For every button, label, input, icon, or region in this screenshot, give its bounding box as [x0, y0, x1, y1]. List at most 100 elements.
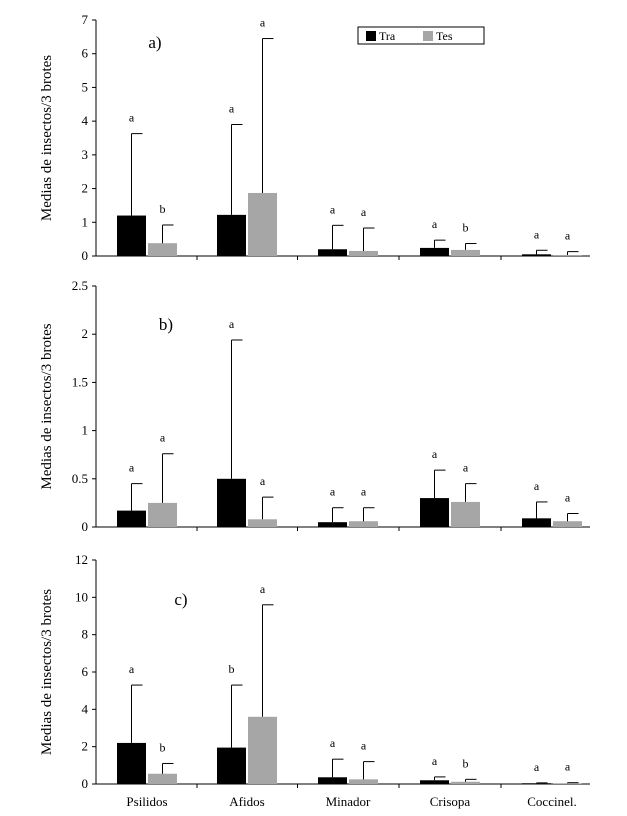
bar-tra: [117, 215, 146, 256]
significance-letter: a: [565, 229, 571, 243]
significance-letter: a: [260, 474, 266, 488]
panel-a: 0 1 2 3 4 5 6 7 Medias de insectos/3 brotes a) a a a…: [39, 12, 590, 263]
y-tick-label: 5: [82, 79, 89, 94]
legend-swatch-tra: [366, 31, 376, 41]
significance-letter: b: [160, 740, 166, 754]
y-tick-label: 6: [82, 664, 89, 679]
y-tick-label: 2: [82, 739, 89, 754]
bar-tes: [248, 192, 277, 256]
significance-letter: a: [463, 461, 469, 475]
y-axis-title: Medias de insectos/3 brotes: [39, 589, 55, 755]
y-tick-label: 2.5: [72, 278, 88, 293]
legend-box: [357, 26, 485, 45]
legend-swatch-tes: [423, 31, 433, 41]
significance-letter: a: [229, 102, 235, 116]
bar-tra: [217, 747, 246, 784]
bar-tes: [248, 716, 277, 784]
significance-letter: a: [361, 205, 367, 219]
significance-letter: a: [565, 491, 571, 505]
y-tick-label: 0: [82, 776, 89, 791]
bar-tes: [451, 501, 480, 527]
panel-label: b): [159, 315, 173, 334]
bar-tra: [318, 522, 347, 527]
bar-tes: [451, 249, 480, 256]
y-tick-label: 1: [82, 423, 89, 438]
bar-tra: [318, 777, 347, 784]
significance-letter: a: [534, 227, 540, 241]
bar-tra: [522, 783, 551, 784]
significance-letter: a: [129, 461, 135, 475]
significance-letter: a: [565, 760, 571, 774]
bar-tes: [451, 781, 480, 784]
y-tick-label: 4: [82, 113, 89, 128]
x-tick-label: Minador: [326, 794, 371, 809]
panel-label: a): [148, 33, 161, 52]
bar-tes: [553, 521, 582, 527]
bar-tra: [117, 510, 146, 527]
significance-letter: a: [260, 582, 266, 596]
bar-tes: [349, 250, 378, 256]
bar-tes: [349, 779, 378, 784]
significance-letter: b: [463, 221, 469, 235]
y-tick-label: 1.5: [72, 374, 88, 389]
y-tick-label: 0: [82, 248, 89, 263]
y-tick-label: 3: [82, 147, 89, 162]
y-tick-label: 6: [82, 46, 89, 61]
bar-tes: [148, 243, 177, 256]
significance-letter: a: [432, 447, 438, 461]
y-tick-label: 4: [82, 701, 89, 716]
bar-tra: [420, 247, 449, 256]
x-tick-label: Afidos: [229, 794, 264, 809]
bar-tra: [318, 249, 347, 256]
y-tick-label: 1: [82, 214, 89, 229]
significance-letter: a: [361, 485, 367, 499]
bar-tes: [248, 519, 277, 527]
panel-c: 0 2 4 6 8 10 12 Medias de insectos/3 brotes c) a b…: [39, 552, 590, 809]
panel-label: c): [174, 590, 187, 609]
y-tick-label: 2: [82, 326, 89, 341]
legend: Tra Tes: [357, 26, 485, 45]
significance-letter: a: [129, 111, 135, 125]
y-axis-title: Medias de insectos/3 brotes: [39, 55, 55, 221]
bar-tes: [553, 254, 582, 256]
bar-tra: [522, 254, 551, 256]
significance-letter: b: [160, 202, 166, 216]
y-tick-label: 12: [75, 552, 88, 567]
x-tick-label: Coccinel.: [527, 794, 576, 809]
significance-letter: a: [229, 317, 235, 331]
y-axis-title: Medias de insectos/3 brotes: [39, 323, 55, 489]
bar-tes: [349, 521, 378, 527]
bar-tra: [217, 478, 246, 527]
significance-letter: a: [432, 217, 438, 231]
bar-tra: [117, 742, 146, 784]
significance-letter: a: [534, 760, 540, 774]
bar-tes: [148, 773, 177, 784]
bar-tra: [522, 518, 551, 527]
bar-tra: [420, 780, 449, 784]
significance-letter: a: [129, 662, 135, 676]
significance-letter: a: [160, 431, 166, 445]
y-tick-label: 10: [75, 589, 88, 604]
legend-label-tra: Tra: [379, 29, 396, 43]
significance-letter: a: [260, 16, 266, 30]
significance-letter: a: [330, 485, 336, 499]
y-tick-label: 7: [82, 12, 89, 27]
significance-letter: a: [361, 739, 367, 753]
significance-letter: a: [534, 479, 540, 493]
significance-letter: a: [432, 754, 438, 768]
legend-label-tes: Tes: [436, 29, 453, 43]
bar-tes: [553, 783, 582, 784]
x-tick-label: Crisopa: [430, 794, 471, 809]
y-tick-label: 8: [82, 627, 89, 642]
significance-letter: b: [463, 756, 469, 770]
panel-b: 0 0.5 1 1.5 2 2.5 Medias de insectos/3 brotes b…: [39, 278, 590, 534]
bar-tes: [148, 502, 177, 527]
y-tick-label: 2: [82, 181, 89, 196]
x-tick-label: Psilidos: [126, 794, 167, 809]
bar-tra: [217, 214, 246, 256]
significance-letter: a: [330, 736, 336, 750]
bar-tra: [420, 498, 449, 527]
y-tick-label: 0: [82, 519, 89, 534]
significance-letter: a: [330, 202, 336, 216]
